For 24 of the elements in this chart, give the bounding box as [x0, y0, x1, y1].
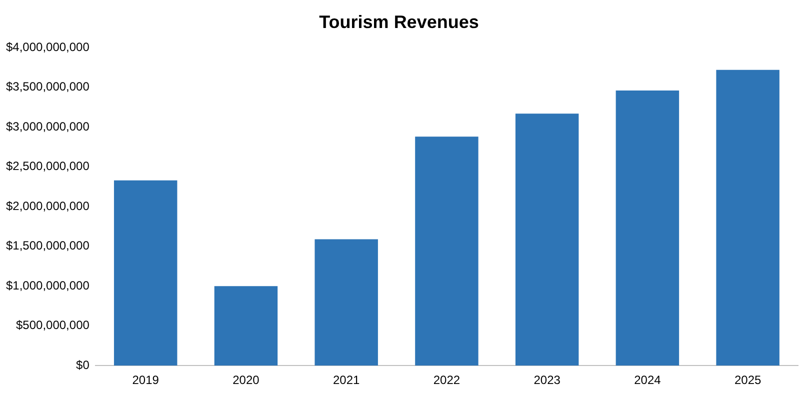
y-tick-label: $2,000,000,000 — [6, 198, 90, 213]
x-tick-label: 2020 — [232, 373, 260, 388]
y-tick-label: $3,500,000,000 — [6, 80, 90, 94]
bar — [415, 136, 478, 366]
x-tick-label: 2021 — [332, 373, 360, 388]
bar — [716, 70, 780, 366]
x-tick-label: 2023 — [534, 373, 561, 388]
y-tick-label: $1,500,000,000 — [6, 238, 90, 253]
x-tick-label: 2024 — [634, 373, 662, 388]
x-tick-label: 2022 — [433, 373, 460, 388]
y-tick-label: $3,000,000,000 — [6, 119, 90, 134]
bar — [214, 286, 278, 366]
bar — [616, 90, 680, 366]
y-tick-label: $2,500,000,000 — [6, 159, 90, 174]
chart-title: Tourism Revenues — [319, 12, 479, 32]
x-tick-label: 2019 — [132, 373, 160, 388]
bar — [314, 239, 378, 366]
y-tick-label: $500,000,000 — [16, 318, 90, 332]
y-tick-label: $0 — [76, 358, 90, 372]
bar — [515, 114, 579, 366]
y-tick-label: $1,000,000,000 — [6, 278, 90, 292]
x-tick-label: 2025 — [734, 373, 762, 388]
bar — [114, 180, 178, 366]
y-tick-label: $4,000,000,000 — [6, 40, 90, 54]
